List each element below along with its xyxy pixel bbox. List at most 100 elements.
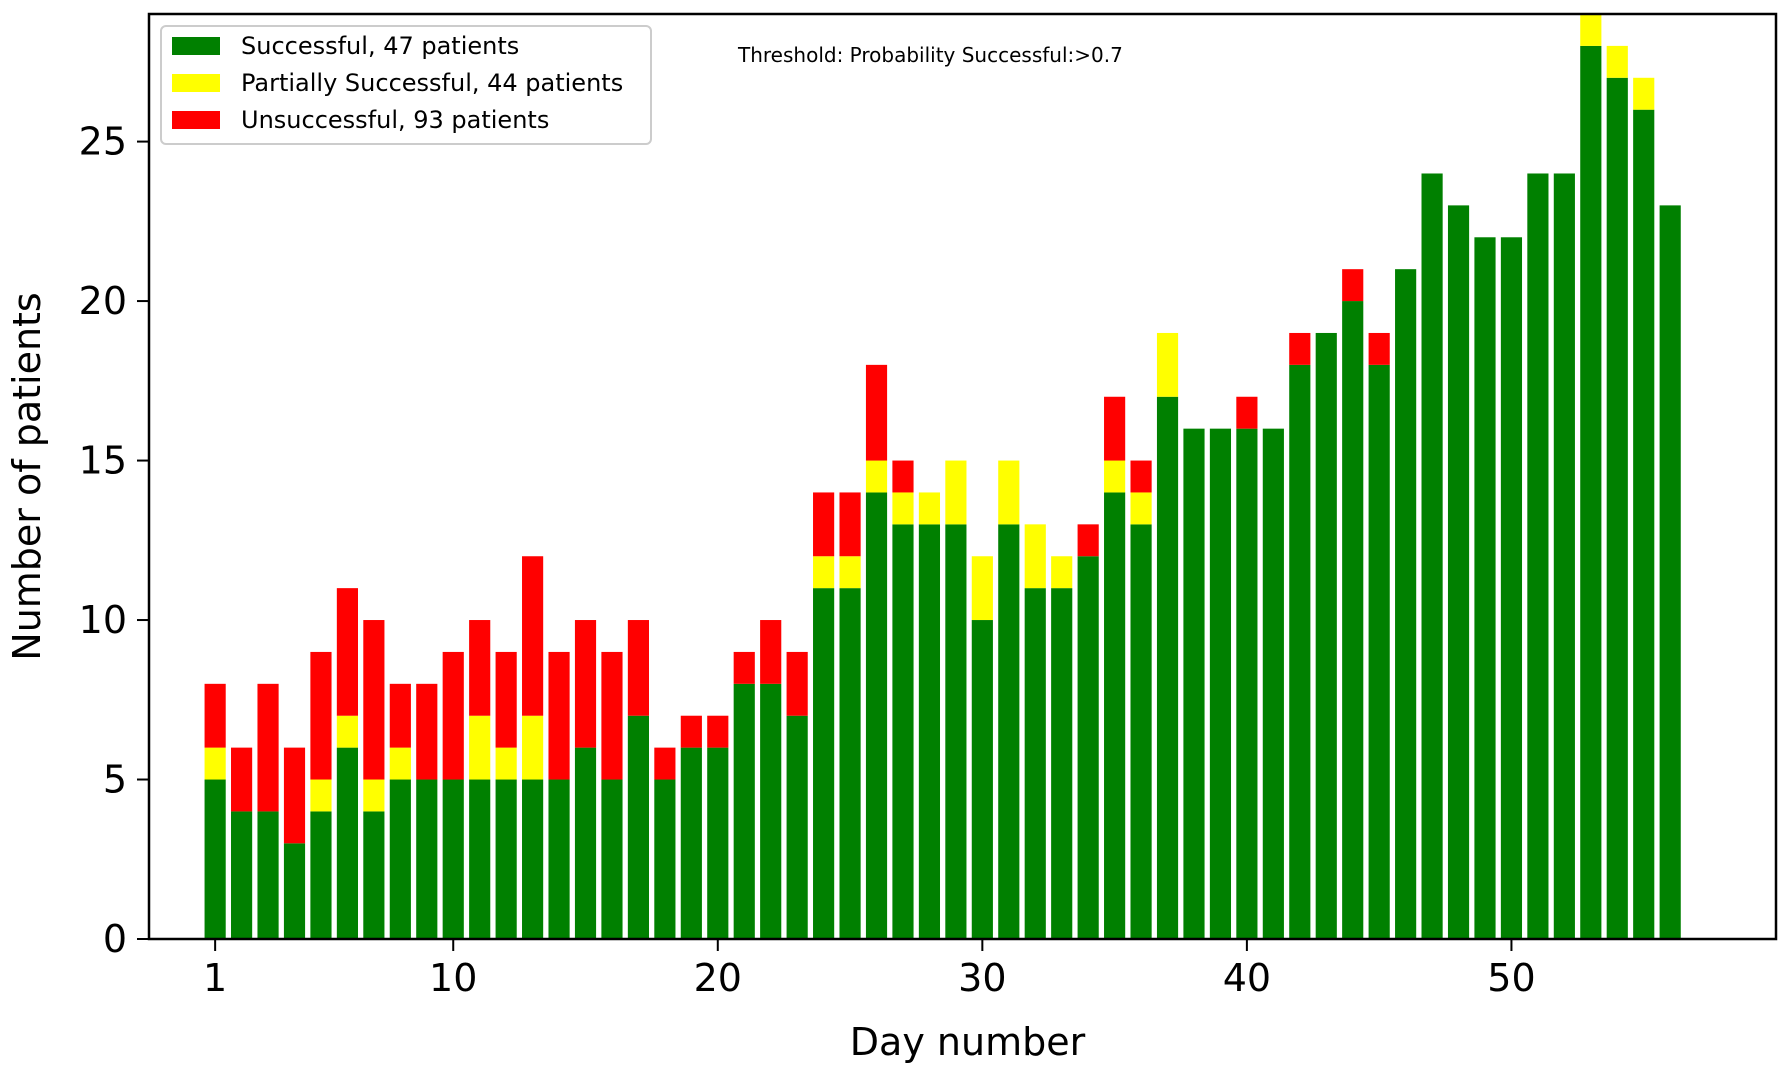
bar-day-10-series-0: [442, 779, 464, 939]
y-tick-label-20: 20: [79, 279, 127, 323]
bar-day-54-series-1: [1606, 45, 1628, 78]
y-tick-label-25: 25: [79, 120, 127, 164]
x-tick-label-50: 50: [1487, 956, 1535, 1000]
bar-day-18-series-0: [654, 779, 676, 939]
y-tick-label-10: 10: [79, 598, 127, 642]
bar-day-26-series-2: [865, 364, 888, 461]
bar-day-19-series-0: [680, 747, 702, 939]
bar-day-53-series-1: [1580, 14, 1602, 46]
axes-layer: 1 10 20 30 40 50 0 5 10 15 20 25: [79, 12, 1778, 1000]
bar-day-55-series-0: [1633, 109, 1655, 939]
bar-day-25-series-2: [839, 492, 861, 557]
bar-day-31-series-1: [998, 460, 1020, 525]
bar-day-14-series-2: [548, 651, 570, 780]
bar-day-27-series-1: [892, 492, 914, 525]
bar-day-20-series-0: [707, 747, 729, 939]
bar-day-42-series-0: [1289, 364, 1311, 939]
bar-day-14-series-0: [548, 779, 570, 939]
bar-day-47-series-0: [1421, 173, 1443, 939]
bar-day-24-series-0: [813, 588, 835, 939]
bar-day-31-series-0: [998, 524, 1020, 939]
bar-day-16-series-2: [601, 651, 623, 780]
bars-layer: [204, 14, 1681, 939]
bar-day-1-series-1: [204, 747, 226, 780]
bar-day-46-series-0: [1395, 269, 1417, 939]
bar-day-45-series-0: [1368, 364, 1390, 939]
bar-day-20-series-2: [707, 715, 729, 748]
bar-day-40-series-0: [1236, 428, 1258, 939]
bar-day-24-series-1: [813, 556, 835, 589]
bar-day-7-series-0: [363, 811, 385, 939]
bar-day-12-series-2: [495, 651, 517, 748]
legend-label-1: Partially Successful, 44 patients: [241, 69, 623, 97]
bar-day-13-series-0: [522, 779, 544, 939]
plot-frame: [147, 12, 1778, 941]
legend-swatch-0: [172, 37, 220, 55]
bar-day-16-series-0: [601, 779, 623, 939]
bar-day-4-series-0: [283, 843, 306, 939]
bar-day-8-series-0: [389, 779, 411, 939]
x-tick-label-1: 1: [203, 956, 227, 1000]
bar-day-13-series-2: [522, 556, 544, 716]
bar-day-52-series-0: [1553, 173, 1575, 939]
x-tick-label-30: 30: [958, 956, 1006, 1000]
bar-day-35-series-1: [1104, 460, 1126, 493]
bar-day-49-series-0: [1474, 237, 1496, 939]
bar-day-11-series-2: [469, 620, 491, 716]
bar-day-43-series-0: [1315, 332, 1337, 939]
bar-day-27-series-2: [892, 460, 914, 493]
bar-day-26-series-0: [865, 492, 888, 939]
bar-day-26-series-1: [865, 460, 888, 493]
bar-day-17-series-2: [627, 620, 650, 716]
bar-day-24-series-2: [813, 492, 835, 557]
bar-day-6-series-2: [336, 588, 358, 716]
bar-day-5-series-1: [310, 779, 332, 812]
bar-day-15-series-2: [574, 620, 597, 748]
bar-day-34-series-2: [1077, 524, 1099, 557]
bar-day-8-series-1: [389, 747, 411, 780]
bar-day-28-series-0: [918, 524, 941, 939]
bar-day-9-series-0: [416, 779, 438, 939]
bar-day-1-series-2: [204, 683, 226, 748]
bar-day-28-series-1: [918, 492, 941, 525]
bar-day-48-series-0: [1447, 205, 1470, 939]
bar-day-39-series-0: [1209, 428, 1232, 939]
bar-day-38-series-0: [1183, 428, 1205, 939]
x-tick-label-10: 10: [429, 956, 477, 1000]
threshold-annotation: Threshold: Probability Successful:>0.7: [737, 43, 1123, 67]
y-tick-label-0: 0: [103, 917, 127, 961]
y-tick-label-15: 15: [79, 439, 127, 483]
bar-day-2-series-0: [231, 811, 253, 939]
x-axis-label: Day number: [850, 1020, 1086, 1064]
bar-day-44-series-2: [1342, 269, 1364, 302]
bar-day-37-series-0: [1156, 396, 1179, 939]
bar-day-23-series-2: [786, 651, 808, 716]
bar-day-4-series-2: [283, 747, 306, 844]
bar-day-25-series-1: [839, 556, 861, 589]
bar-day-33-series-1: [1051, 556, 1073, 589]
bar-day-30-series-0: [971, 620, 993, 939]
bar-day-1-series-0: [204, 779, 226, 939]
bar-day-41-series-0: [1262, 428, 1284, 939]
bar-day-11-series-1: [469, 715, 491, 780]
bar-day-22-series-0: [760, 683, 782, 939]
bar-day-35-series-2: [1104, 396, 1126, 461]
bar-day-21-series-2: [733, 651, 755, 684]
bar-day-7-series-2: [363, 620, 385, 780]
bar-day-3-series-0: [257, 811, 279, 939]
bar-day-3-series-2: [257, 683, 279, 812]
bar-day-35-series-0: [1104, 492, 1126, 939]
bar-day-34-series-0: [1077, 556, 1099, 939]
bar-day-50-series-0: [1500, 237, 1523, 939]
bar-day-11-series-0: [469, 779, 491, 939]
y-tick-label-5: 5: [103, 758, 127, 802]
bar-day-17-series-0: [627, 715, 650, 939]
bar-day-45-series-2: [1368, 332, 1390, 365]
bar-day-36-series-0: [1130, 524, 1152, 939]
bar-day-56-series-0: [1659, 205, 1681, 939]
bar-day-18-series-2: [654, 747, 676, 780]
bar-day-53-series-0: [1580, 45, 1602, 939]
legend-swatch-2: [172, 111, 220, 129]
bar-day-36-series-1: [1130, 492, 1152, 525]
